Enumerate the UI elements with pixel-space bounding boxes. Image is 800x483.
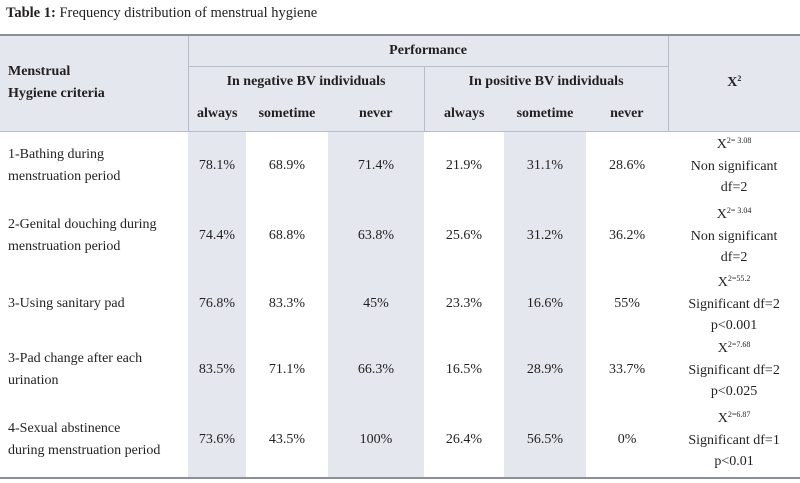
table-row: 3-Pad change after each urination 83.5% 7… bbox=[0, 337, 800, 402]
criteria-cell: 2-Genital douching during menstruation pe… bbox=[0, 201, 188, 271]
value-cell: 73.6% bbox=[188, 402, 246, 479]
value-cell: 25.6% bbox=[424, 201, 504, 271]
value-cell: 28.9% bbox=[504, 337, 586, 402]
x2-cell: X2=55.2 Significant df=2 p<0.001 bbox=[668, 271, 800, 337]
sub-header-neg-never: never bbox=[328, 97, 424, 131]
x2-cell: X2= 3.04 Non significant df=2 bbox=[668, 201, 800, 271]
value-cell: 16.5% bbox=[424, 337, 504, 402]
negative-group-header: In negative BV individuals bbox=[187, 66, 424, 97]
value-cell: 21.9% bbox=[424, 130, 504, 201]
value-cell: 71.4% bbox=[328, 130, 424, 201]
value-cell: 66.3% bbox=[328, 337, 424, 402]
caption-label: Table 1: bbox=[6, 5, 56, 21]
value-cell: 83.5% bbox=[188, 337, 246, 402]
value-cell: 33.7% bbox=[586, 337, 669, 402]
x2-header: X2 bbox=[667, 34, 800, 131]
performance-header: Performance bbox=[187, 34, 669, 67]
value-cell: 31.1% bbox=[504, 130, 586, 201]
value-cell: 31.2% bbox=[504, 201, 586, 271]
criteria-header-line2: Hygiene criteria bbox=[8, 86, 105, 102]
criteria-header: Menstrual Hygiene criteria bbox=[0, 34, 188, 131]
criteria-cell: 3-Using sanitary pad bbox=[0, 271, 188, 337]
value-cell: 71.1% bbox=[246, 337, 328, 402]
caption-text: Frequency distribution of menstrual hygi… bbox=[59, 5, 318, 21]
positive-group-header: In positive BV individuals bbox=[423, 66, 669, 97]
table-row: 3-Using sanitary pad 76.8% 83.3% 45% 23.… bbox=[0, 271, 800, 337]
value-cell: 55% bbox=[586, 271, 669, 337]
value-cell: 68.9% bbox=[246, 130, 328, 201]
value-cell: 78.1% bbox=[188, 130, 246, 201]
value-cell: 74.4% bbox=[188, 201, 246, 271]
header-row-sub: always sometime never always sometime ne… bbox=[0, 97, 800, 131]
sub-header-neg-sometime: sometime bbox=[246, 97, 328, 131]
x2-cell: X2= 3.08 Non significant df=2 bbox=[668, 130, 800, 201]
criteria-header-line1: Menstrual bbox=[8, 64, 71, 80]
value-cell: 83.3% bbox=[246, 271, 328, 337]
table-row: 4-Sexual abstinence during menstruation p… bbox=[0, 402, 800, 479]
value-cell: 43.5% bbox=[246, 402, 328, 479]
x2-cell: X2=6.87 Significant df=1 p<0.01 bbox=[668, 402, 800, 479]
sub-header-pos-always: always bbox=[423, 97, 504, 131]
sub-header-neg-always: always bbox=[187, 97, 246, 131]
value-cell: 63.8% bbox=[328, 201, 424, 271]
criteria-cell: 4-Sexual abstinence during menstruation p… bbox=[0, 402, 188, 479]
criteria-cell: 1-Bathing during menstruation period bbox=[0, 130, 188, 201]
x2-cell: X2=7.68 Significant df=2 p<0.025 bbox=[668, 337, 800, 402]
value-cell: 56.5% bbox=[504, 402, 586, 479]
value-cell: 36.2% bbox=[586, 201, 669, 271]
header-row-groups: In negative BV individuals In positive B… bbox=[0, 66, 800, 97]
value-cell: 100% bbox=[328, 402, 424, 479]
sub-header-pos-never: never bbox=[586, 97, 669, 131]
value-cell: 76.8% bbox=[188, 271, 246, 337]
criteria-cell: 3-Pad change after each urination bbox=[0, 337, 188, 402]
value-cell: 68.8% bbox=[246, 201, 328, 271]
value-cell: 45% bbox=[328, 271, 424, 337]
header-row-performance: Menstrual Hygiene criteria Performance X… bbox=[0, 34, 800, 131]
value-cell: 28.6% bbox=[586, 130, 669, 201]
value-cell: 16.6% bbox=[504, 271, 586, 337]
sub-header-pos-sometime: sometime bbox=[504, 97, 586, 131]
value-cell: 0% bbox=[586, 402, 669, 479]
table-row: 2-Genital douching during menstruation pe… bbox=[0, 201, 800, 271]
value-cell: 26.4% bbox=[424, 402, 504, 479]
menstrual-hygiene-table: Menstrual Hygiene criteria Performance X… bbox=[0, 34, 800, 479]
value-cell: 23.3% bbox=[424, 271, 504, 337]
table-row: 1-Bathing during menstruation period 78.1… bbox=[0, 130, 800, 201]
table-caption: Table 1: Frequency distribution of menst… bbox=[6, 5, 317, 22]
